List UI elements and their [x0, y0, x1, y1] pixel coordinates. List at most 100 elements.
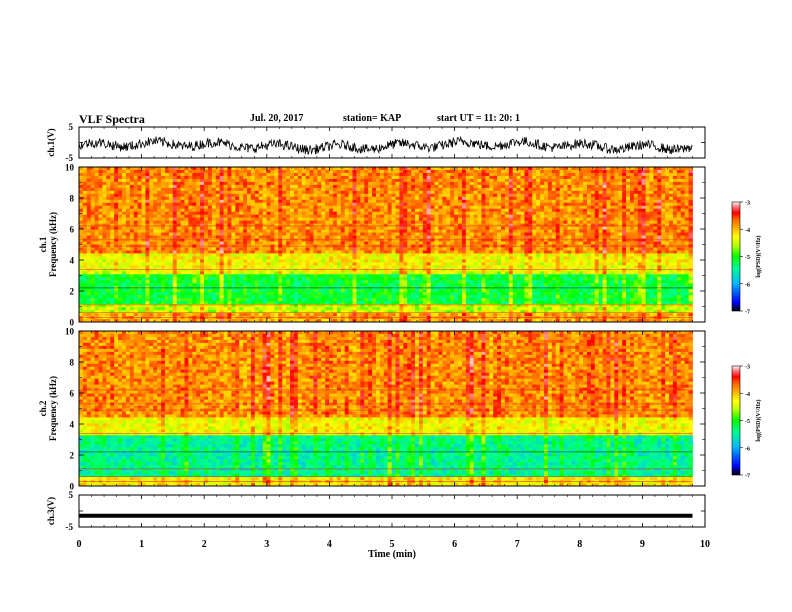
ch1-spectrogram-cell: [422, 247, 428, 251]
ch1-spectrogram-cell: [583, 214, 588, 219]
ch1-spectrogram-cell: [110, 226, 115, 230]
ch1-spectrogram-cell: [641, 256, 646, 260]
ch1-spectrogram-cell: [383, 238, 389, 242]
ch1-spectrogram-cell: [215, 196, 221, 201]
ch1-spectrogram-cell: [555, 184, 561, 189]
ch1-spectrogram-cell: [403, 193, 408, 198]
ch1-spectrogram-cell: [336, 178, 342, 183]
ch1-spectrogram-cell: [586, 247, 592, 251]
ch1-spectrogram-cell: [164, 256, 170, 260]
ch1-spectrogram-cell: [317, 253, 322, 257]
ch1-spectrogram-cell: [551, 190, 557, 195]
ch1-spectrogram-cell: [305, 172, 310, 177]
ch1-spectrogram-cell: [110, 211, 115, 216]
ch1-spectrogram-cell: [137, 259, 142, 263]
ch1-spectrogram-cell: [145, 223, 150, 228]
ch1-spectrogram-cell: [114, 199, 119, 204]
ch1-spectrogram-cell: [157, 250, 162, 254]
ch1-spectrogram-cell: [395, 208, 400, 213]
ch1-spectrogram-cell: [313, 250, 318, 254]
ch1-spectrogram-cell: [149, 184, 154, 189]
ch1-spectrogram-cell: [192, 202, 197, 207]
ch1-spectrogram-cell: [395, 226, 400, 230]
ch1-spectrogram-cell: [274, 175, 279, 180]
ch1-spectrogram-cell: [301, 250, 307, 254]
ch1-spectrogram-cell: [145, 205, 150, 210]
ch1-spectrogram-cell: [313, 232, 318, 236]
ch1-spectrogram-cell: [391, 217, 396, 222]
ch1-spectrogram-cell: [98, 220, 103, 225]
ch1-spectrogram-cell: [133, 253, 139, 257]
ch1-spectrogram-cell: [293, 214, 299, 219]
ch1-spectrogram-cell: [207, 247, 213, 251]
ch1-spectrogram-cell: [387, 184, 392, 189]
ch1-spectrogram-cell: [485, 181, 490, 186]
ch1-spectrogram-cell: [645, 190, 650, 195]
ch1-spectrogram-cell: [415, 178, 420, 183]
ch1-spectrogram-cell: [672, 172, 678, 177]
ch1-spectrogram-cell: [477, 172, 482, 177]
ch1-spectrogram-cell: [485, 196, 490, 201]
ch1-spectrogram-cell: [665, 217, 670, 222]
ch1-spectrogram-cell: [243, 193, 248, 198]
ch1-spectrogram-cell: [645, 241, 650, 245]
ch1-spectrogram-cell: [481, 167, 486, 171]
ch1-spectrogram-cell: [532, 220, 537, 225]
ch1-spectrogram-cell: [196, 211, 201, 216]
ch1-spectrogram-cell: [79, 178, 84, 183]
ch1-spectrogram-cell: [672, 178, 678, 183]
ch1-spectrogram-cell: [403, 256, 408, 260]
ch1-spectrogram-cell: [540, 211, 545, 216]
ch1-spectrogram-cell: [516, 169, 521, 174]
ch1-spectrogram-cell: [219, 167, 224, 171]
ch1-spectrogram-cell: [661, 196, 666, 201]
ch1-spectrogram-cell: [446, 184, 451, 189]
ch1-spectrogram-cell: [665, 205, 670, 210]
ch1-spectrogram-cell: [411, 211, 416, 216]
ch1-spectrogram-cell: [215, 250, 221, 254]
ch1-spectrogram-cell: [336, 193, 342, 198]
ch1-spectrogram-cell: [137, 205, 142, 210]
ch1-spectrogram-cell: [493, 178, 498, 183]
ch1-spectrogram-cell: [200, 175, 205, 180]
ch1-spectrogram-cell: [418, 167, 424, 171]
ch1-spectrogram-cell: [356, 193, 361, 198]
ch1-spectrogram-cell: [313, 175, 318, 180]
ch1-spectrogram-cell: [547, 175, 553, 180]
ch1-spectrogram-cell: [575, 235, 580, 239]
ch1-spectrogram-cell: [649, 214, 654, 219]
ch1-spectrogram-cell: [512, 247, 518, 251]
ch1-spectrogram-cell: [290, 253, 295, 257]
ch1-spectrogram-cell: [528, 178, 533, 183]
ch1-spectrogram-cell: [121, 196, 127, 201]
ch1-spectrogram-cell: [551, 181, 557, 186]
ch1-spectrogram-cell: [520, 253, 525, 257]
ch1-spectrogram-cell: [106, 196, 111, 201]
ch1-spectrogram-cell: [137, 172, 142, 177]
ch1-spectrogram-cell: [290, 217, 295, 222]
ch1-spectrogram-cell: [501, 178, 506, 183]
ch1-spectrogram-cell: [567, 214, 572, 219]
ch1-spectrogram-cell: [473, 175, 478, 180]
ch1-spectrogram-cell: [204, 241, 209, 245]
ch1-spectrogram-cell: [196, 190, 201, 195]
ch1-spectrogram-cell: [446, 235, 451, 239]
ch1-spectrogram-cell: [551, 193, 557, 198]
ch1-spectrogram-cell: [86, 220, 92, 225]
ch1-spectrogram-cell: [532, 169, 537, 174]
ch1-spectrogram-cell: [82, 169, 88, 174]
ch1-spectrogram-cell: [270, 253, 275, 257]
ch1-spectrogram-cell: [501, 223, 506, 228]
ch1-spectrogram-cell: [250, 208, 256, 213]
ch1-spectrogram-cell: [106, 235, 111, 239]
ch1-spectrogram-cell: [485, 199, 490, 204]
ch1-spectrogram-cell: [379, 247, 385, 251]
ch1-spectrogram-cell: [145, 235, 150, 239]
ch1-spectrogram-cell: [184, 175, 189, 180]
ch1-spectrogram-cell: [164, 220, 170, 225]
ch1-spectrogram-cell: [387, 211, 392, 216]
ch1-spectrogram-cell: [329, 256, 334, 260]
ch1-spectrogram-cell: [133, 199, 139, 204]
ch1-spectrogram-cell: [192, 175, 197, 180]
ch1-spectrogram-cell: [114, 217, 119, 222]
